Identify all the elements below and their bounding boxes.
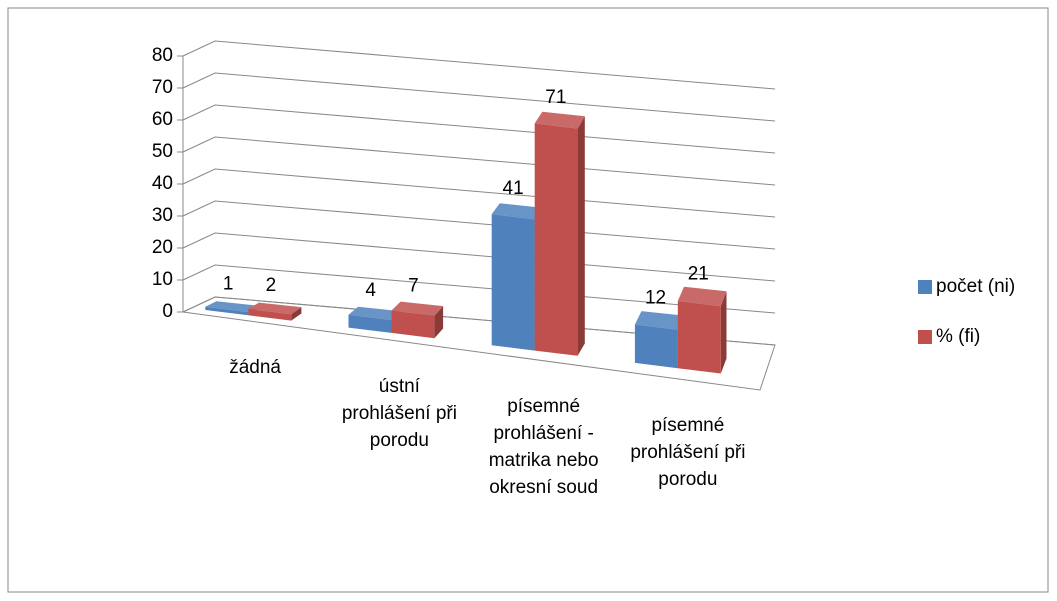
- y-tick-label: 30: [152, 205, 173, 226]
- bar-top: [248, 302, 302, 315]
- grid-line: [182, 168, 776, 218]
- y-tick-label: 60: [152, 109, 173, 130]
- data-label: 2: [266, 275, 277, 296]
- data-label: 4: [365, 280, 376, 301]
- bar-front: [634, 324, 678, 369]
- legend-label: počet (ni): [936, 276, 1015, 297]
- bar-top: [348, 306, 401, 321]
- data-label: 1: [223, 274, 234, 295]
- bar-front: [391, 310, 435, 339]
- legend-swatch: [918, 330, 932, 344]
- bar-top: [677, 286, 727, 307]
- bar-top: [534, 111, 585, 129]
- data-label: 41: [503, 178, 524, 199]
- x-tick-label: ústní prohlášení při porodu: [341, 376, 457, 452]
- bar-front: [248, 308, 292, 321]
- grid-line: [182, 136, 776, 186]
- legend-label: % (fi): [936, 326, 980, 347]
- y-tick-label: 0: [162, 301, 173, 322]
- x-tick-label: písemné prohlášení - matrika nebo okresn…: [488, 395, 599, 498]
- bar-front: [534, 123, 578, 356]
- grid-line: [182, 104, 776, 154]
- grid-line: [182, 264, 776, 314]
- data-label: 12: [645, 287, 666, 308]
- x-tick-label: žádná: [229, 356, 282, 378]
- data-label: 71: [545, 87, 566, 108]
- bar: [391, 301, 444, 339]
- x-tick-label: písemné prohlášení při porodu: [630, 415, 746, 491]
- y-tick-label: 20: [152, 237, 173, 258]
- grid-line: [182, 200, 776, 250]
- bar-side: [577, 116, 585, 356]
- bar: [534, 111, 585, 356]
- data-label: 21: [688, 263, 709, 284]
- bar: [248, 302, 302, 321]
- legend-swatch: [918, 280, 932, 294]
- grid-line: [182, 72, 776, 122]
- bar: [634, 311, 684, 369]
- y-tick-label: 50: [152, 141, 173, 162]
- grid-line: [182, 296, 776, 346]
- grid-line: [182, 232, 776, 282]
- chart-border: [7, 7, 1049, 593]
- bar-top: [205, 301, 259, 313]
- y-tick-label: 10: [152, 269, 173, 290]
- y-tick-label: 80: [152, 45, 173, 66]
- bar: [677, 286, 727, 374]
- y-tick-label: 70: [152, 77, 173, 98]
- bar-top: [391, 301, 444, 316]
- grid-line: [182, 40, 776, 90]
- y-tick-label: 40: [152, 173, 173, 194]
- bar-front: [677, 301, 721, 374]
- data-label: 7: [408, 276, 419, 297]
- bar-side: [720, 291, 727, 374]
- bar-side: [434, 306, 444, 339]
- bar-top: [634, 311, 684, 330]
- bar-front: [491, 214, 535, 351]
- bar-front: [205, 306, 249, 316]
- bar-front: [348, 314, 392, 333]
- bar-top: [491, 203, 543, 220]
- bar-side: [291, 307, 302, 321]
